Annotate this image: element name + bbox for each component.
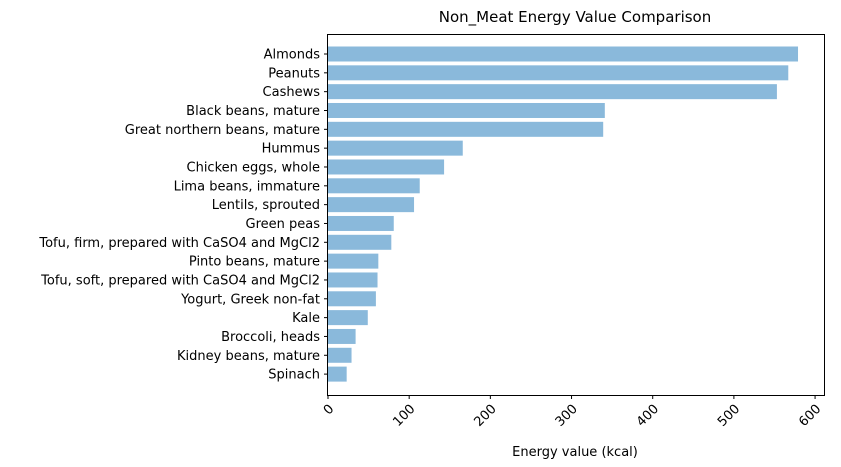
bar bbox=[328, 328, 356, 344]
y-tick-label: Broccoli, heads bbox=[221, 330, 320, 345]
bar bbox=[328, 347, 352, 363]
y-tick-label: Chicken eggs, whole bbox=[187, 160, 321, 175]
x-tick-label: 200 bbox=[471, 402, 499, 430]
bar bbox=[328, 310, 368, 326]
bar bbox=[328, 366, 347, 382]
bar bbox=[328, 215, 394, 231]
y-tick-label: Great northern beans, mature bbox=[125, 123, 320, 138]
y-tick-label: Lentils, sprouted bbox=[212, 198, 320, 213]
y-tick-label: Tofu, soft, prepared with CaSO4 and MgCl… bbox=[40, 273, 320, 288]
x-axis-label: Energy value (kcal) bbox=[512, 445, 638, 460]
bar bbox=[328, 272, 378, 288]
y-tick-label: Green peas bbox=[246, 217, 321, 232]
bars-group bbox=[328, 46, 799, 382]
bar bbox=[328, 234, 392, 250]
y-tick-label: Kale bbox=[292, 311, 320, 326]
y-axis-ticks: Almonds Peanuts Cashews Black beans, mature… bbox=[38, 48, 328, 383]
x-tick-label: 100 bbox=[390, 402, 418, 430]
y-tick-label: Hummus bbox=[262, 142, 321, 157]
x-tick-label: 500 bbox=[715, 402, 743, 430]
y-tick-label: Peanuts bbox=[268, 66, 320, 81]
y-tick-label: Kidney beans, mature bbox=[177, 349, 320, 364]
y-tick-label: Lima beans, immature bbox=[174, 179, 320, 194]
bar bbox=[328, 140, 463, 156]
bar bbox=[328, 65, 789, 81]
chart-title: Non_Meat Energy Value Comparison bbox=[439, 8, 711, 27]
y-tick-label: Black beans, mature bbox=[186, 104, 320, 119]
y-tick-label: Tofu, firm, prepared with CaSO4 and MgCl… bbox=[38, 236, 320, 251]
plot-frame bbox=[327, 34, 825, 396]
bar bbox=[328, 46, 799, 62]
y-tick-label: Cashews bbox=[263, 85, 321, 100]
bar bbox=[328, 102, 605, 118]
bar bbox=[328, 253, 379, 269]
bar bbox=[328, 84, 777, 100]
bar bbox=[328, 159, 445, 175]
x-tick-label: 300 bbox=[553, 402, 581, 430]
bar bbox=[328, 178, 420, 194]
bar bbox=[328, 121, 604, 137]
x-tick-label: 400 bbox=[634, 402, 662, 430]
y-tick-label: Pinto beans, mature bbox=[189, 255, 320, 270]
bar bbox=[328, 197, 415, 213]
x-tick-label: 0 bbox=[321, 402, 337, 418]
y-tick-label: Almonds bbox=[264, 48, 321, 63]
y-tick-label: Yogurt, Greek non-fat bbox=[180, 292, 320, 307]
x-axis-ticks: 0 100 200 300 400 500 600 bbox=[321, 395, 824, 430]
x-tick-label: 600 bbox=[796, 402, 824, 430]
y-tick-label: Spinach bbox=[268, 368, 320, 383]
bar bbox=[328, 291, 376, 307]
